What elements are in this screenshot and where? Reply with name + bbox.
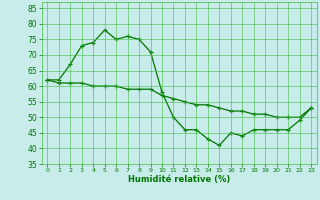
X-axis label: Humidité relative (%): Humidité relative (%) [128,175,230,184]
